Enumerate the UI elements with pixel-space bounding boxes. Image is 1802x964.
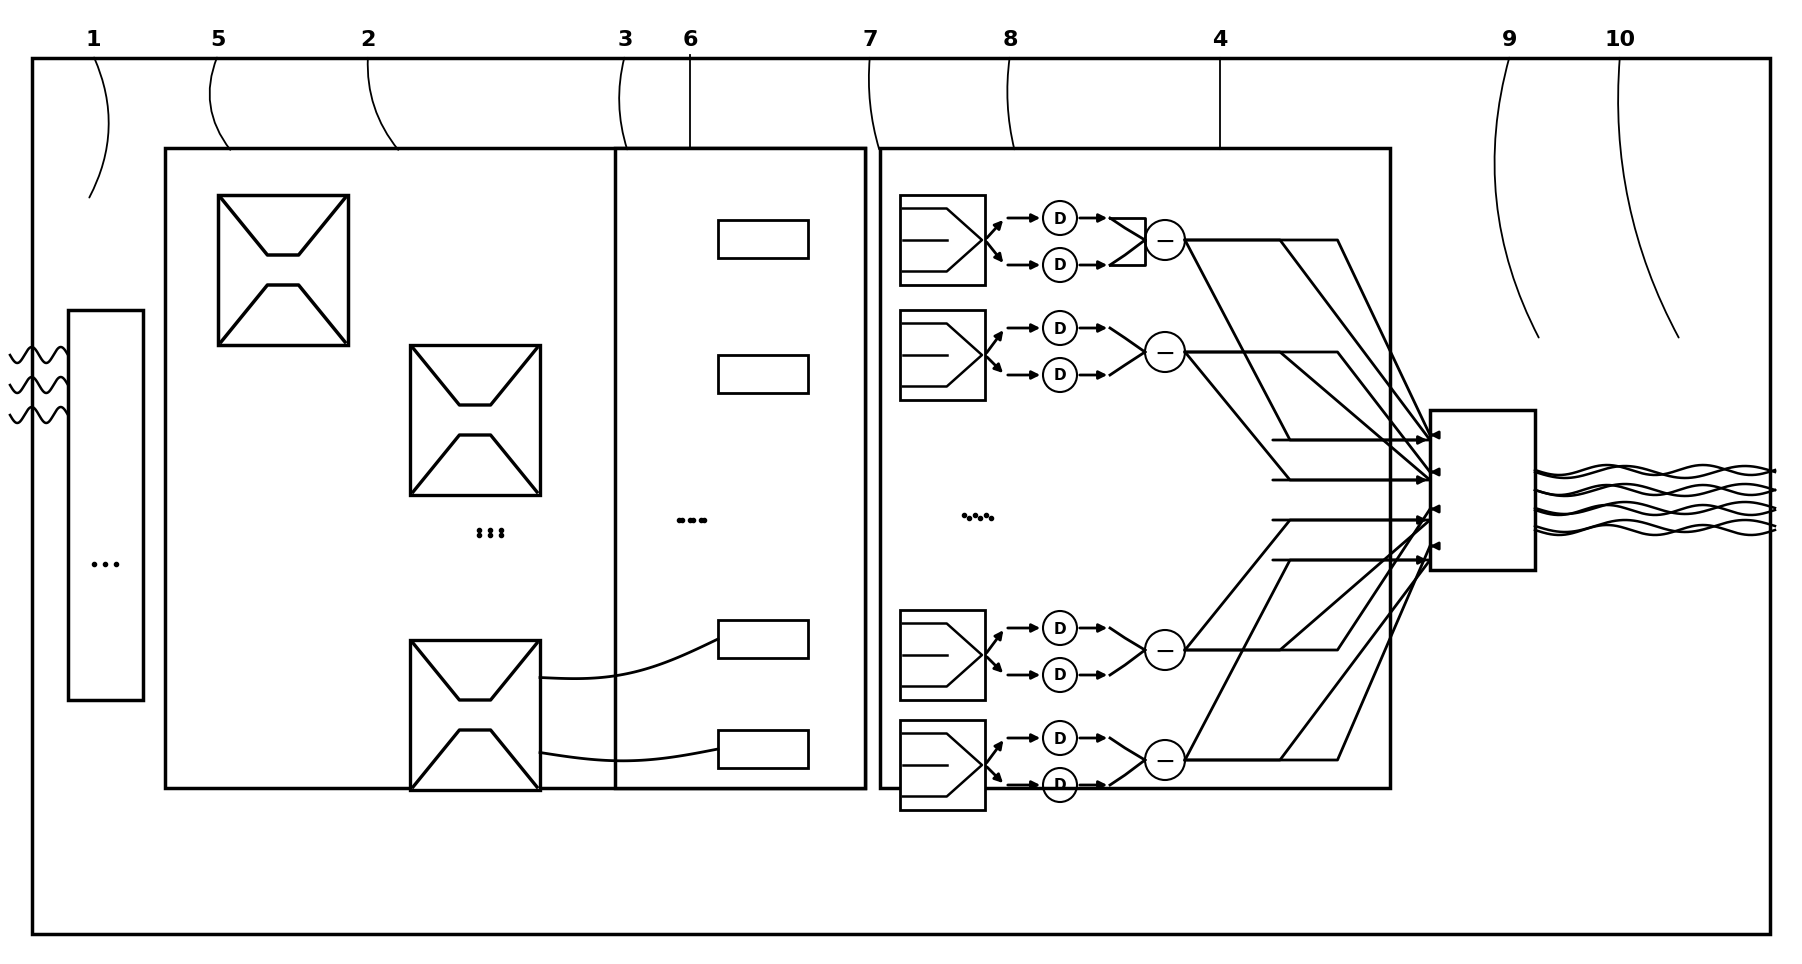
Text: −: − <box>1155 640 1175 664</box>
Bar <box>1431 410 1535 570</box>
Text: D: D <box>1054 622 1067 636</box>
Text: 4: 4 <box>1213 30 1227 50</box>
Bar <box>411 640 541 790</box>
Text: D: D <box>1054 211 1067 227</box>
Text: −: − <box>1155 750 1175 774</box>
Text: 3: 3 <box>618 30 633 50</box>
Text: D: D <box>1054 368 1067 384</box>
Bar <box>68 310 142 700</box>
Text: D: D <box>1054 258 1067 274</box>
Bar <box>614 148 865 788</box>
Text: 2: 2 <box>360 30 375 50</box>
Bar <box>899 195 986 285</box>
Bar <box>717 620 807 658</box>
Text: 7: 7 <box>861 30 878 50</box>
Text: D: D <box>1054 779 1067 793</box>
Text: 5: 5 <box>211 30 225 50</box>
Text: 9: 9 <box>1503 30 1517 50</box>
Text: −: − <box>1155 342 1175 366</box>
Bar <box>899 610 986 700</box>
Bar <box>166 148 865 788</box>
Text: 6: 6 <box>683 30 697 50</box>
Text: 10: 10 <box>1604 30 1636 50</box>
Bar <box>899 310 986 400</box>
Text: −: − <box>1155 230 1175 254</box>
Bar <box>717 730 807 768</box>
Bar <box>879 148 1389 788</box>
Text: D: D <box>1054 732 1067 746</box>
Text: D: D <box>1054 668 1067 683</box>
Bar <box>717 220 807 258</box>
Bar <box>218 195 348 345</box>
Bar <box>899 720 986 810</box>
Text: 1: 1 <box>85 30 101 50</box>
Bar <box>717 355 807 393</box>
Text: D: D <box>1054 322 1067 336</box>
Bar <box>411 345 541 495</box>
Text: 8: 8 <box>1002 30 1018 50</box>
